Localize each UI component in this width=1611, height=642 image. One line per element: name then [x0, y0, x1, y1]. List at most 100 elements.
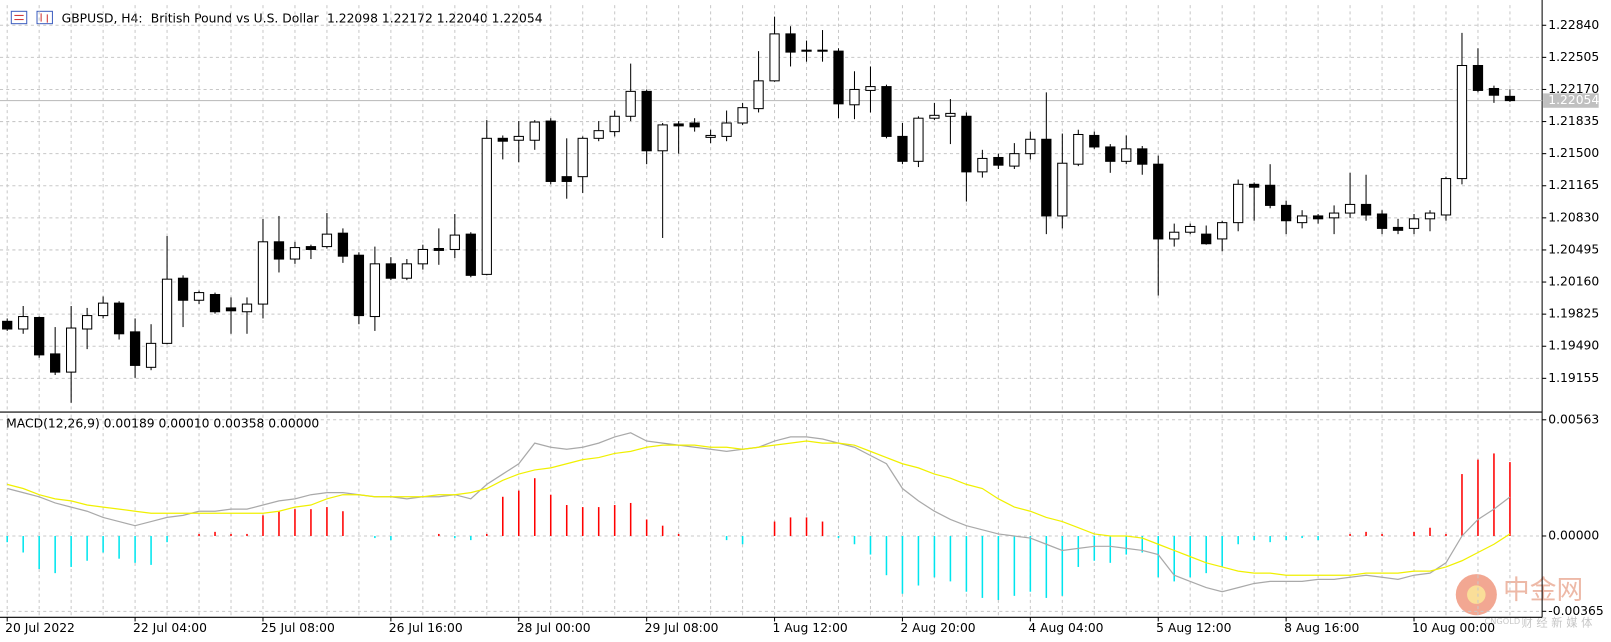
candle-body [881, 86, 892, 137]
y-tick-label: 1.22840 [1548, 18, 1599, 32]
candle-body [1392, 226, 1404, 231]
candle-body [449, 234, 460, 250]
candle-body [593, 130, 604, 139]
candle-body [1264, 184, 1276, 206]
candle-body [1376, 213, 1388, 229]
candle-body [433, 247, 444, 251]
y-tick-label: 1.20495 [1548, 242, 1599, 256]
x-tick-label: 10 Aug 00:00 [1412, 621, 1495, 635]
y-tick-label: 1.21835 [1548, 114, 1599, 128]
candle-body [529, 121, 540, 141]
chart-header: GBPUSD, H4: British Pound vs U.S. Dollar 1… [62, 11, 543, 25]
candle-body [657, 124, 668, 152]
candle-body [337, 232, 349, 257]
candle-body [833, 50, 844, 105]
candle-body [737, 107, 748, 124]
candle-body [385, 263, 397, 279]
candle-body [961, 115, 972, 173]
candle-body [945, 112, 956, 117]
watermark-latin: CNGOLD [1485, 616, 1521, 626]
candle-body [465, 233, 476, 276]
candle-body [849, 88, 860, 106]
candle-body [1504, 95, 1516, 102]
candle-body [913, 117, 924, 162]
candle-body [769, 33, 780, 82]
candle-body [353, 254, 365, 317]
candle-body [1456, 64, 1468, 180]
chart-icons [10, 10, 53, 25]
candle-body [97, 302, 109, 317]
y-tick-label: 1.22505 [1548, 50, 1599, 64]
candle-body [81, 315, 93, 330]
x-tick-label: 4 Aug 04:00 [1028, 621, 1103, 635]
icon-list [10, 10, 28, 25]
candle-body [721, 122, 732, 137]
candle-body [401, 263, 413, 279]
x-tick-label: 26 Jul 16:00 [389, 621, 463, 635]
candle-body [1009, 153, 1020, 167]
y-tick-label: 1.19490 [1548, 339, 1599, 353]
candle-body [801, 49, 812, 52]
candle-body [753, 80, 764, 110]
candle-body [865, 86, 876, 91]
candle-body [1185, 225, 1196, 233]
candle-body [1280, 204, 1292, 222]
candle-body [1408, 218, 1420, 229]
candle-body [241, 303, 253, 313]
candle-body [513, 135, 524, 141]
candle-body [705, 134, 716, 138]
candle-body [273, 241, 285, 260]
x-tick-label: 22 Jul 04:00 [133, 621, 207, 635]
candle-body [561, 176, 572, 182]
candle-body [1424, 212, 1436, 220]
price-tag [1543, 93, 1599, 108]
candle-body [417, 248, 428, 265]
candle-body [177, 277, 189, 301]
y-tick-label: 1.19155 [1548, 371, 1599, 385]
x-tick-label: 5 Aug 12:00 [1156, 621, 1231, 635]
y-tick-label: 1.20830 [1548, 210, 1599, 224]
candle-body [1360, 203, 1372, 216]
candle-body [1488, 87, 1500, 96]
candle-body [1312, 215, 1324, 220]
candle-body [1201, 233, 1212, 245]
candle-body [257, 241, 269, 305]
candle-body [18, 316, 29, 330]
y-tick-label: 1.20160 [1548, 275, 1599, 289]
y-tick-label: 1.21500 [1548, 146, 1599, 160]
candle-body [625, 90, 636, 117]
x-tick-label: 2 Aug 20:00 [900, 621, 975, 635]
watermark-logo-inner [1467, 585, 1486, 604]
candle-body [641, 90, 652, 152]
candle-body [993, 156, 1004, 166]
y-tick-label: 1.22170 [1548, 82, 1599, 96]
candle-body [321, 233, 333, 248]
candle-body [2, 320, 13, 330]
candle-body [481, 137, 492, 275]
candle-body [689, 122, 700, 128]
candle-body [1440, 178, 1452, 216]
candle-body [1233, 183, 1244, 224]
candle-body [977, 157, 988, 173]
candle-body [1328, 212, 1340, 219]
x-tick-label: 8 Aug 16:00 [1284, 621, 1359, 635]
candle-body [1121, 148, 1132, 162]
candle-body [1344, 203, 1356, 214]
x-tick-label: 25 Jul 08:00 [261, 621, 335, 635]
candle-body [1025, 138, 1036, 155]
candle-body [369, 263, 381, 318]
candle-body [145, 342, 157, 368]
candle-body [609, 115, 620, 133]
y-tick-label: 0.00563 [1548, 412, 1599, 426]
watermark: 中金网 CNGOLD 财 经 新 媒 体 [1455, 574, 1592, 629]
indicator-line [7, 440, 1511, 576]
candle-body [1089, 134, 1100, 148]
ohlc-values: 1.22098 1.22172 1.22040 1.22054 [327, 11, 543, 25]
x-tick-label: 28 Jul 00:00 [517, 621, 591, 635]
candle-body [1296, 215, 1308, 224]
indicator-title: MACD(12,26,9) 0.00189 0.00010 0.00358 0.… [6, 416, 319, 430]
candle-body [673, 123, 684, 127]
candle-body [1073, 133, 1084, 165]
